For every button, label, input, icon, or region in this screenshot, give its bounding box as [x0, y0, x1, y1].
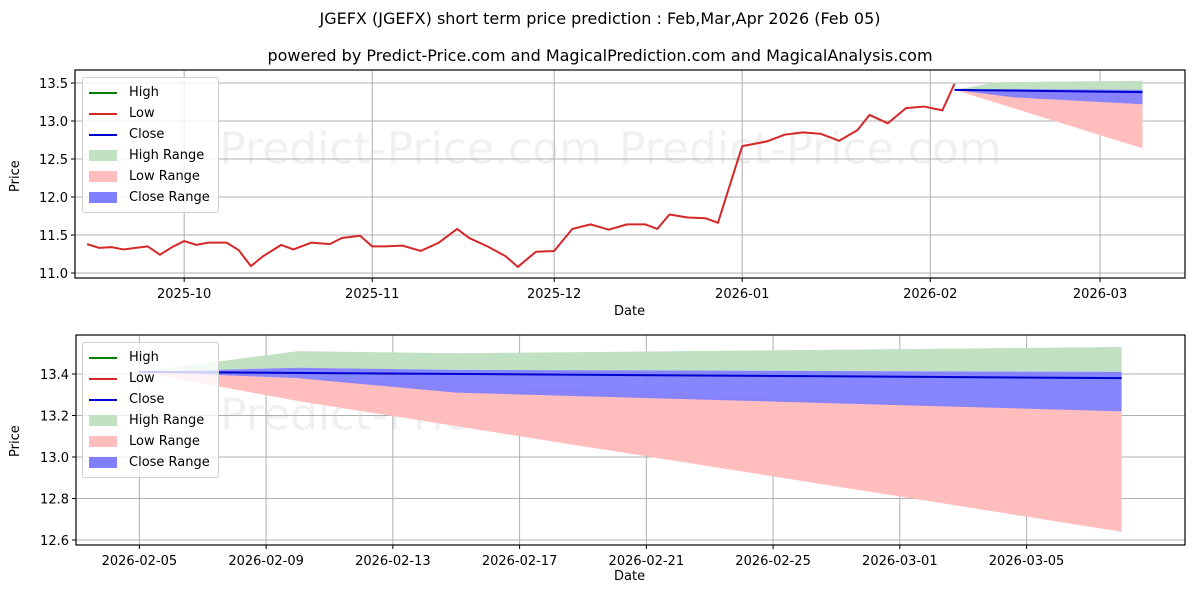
x-tick-label: 2026-02-17 — [482, 554, 558, 569]
x-tick-label: 2026-02 — [903, 287, 957, 302]
y-tick-label: 13.0 — [39, 115, 68, 130]
y-tick-label: 13.0 — [40, 451, 69, 466]
x-tick-label: 2025-11 — [345, 287, 399, 302]
legend-swatch — [89, 112, 117, 115]
legend-label: Low — [129, 371, 155, 386]
y-tick-label: 12.0 — [39, 191, 68, 206]
chart-subtitle: powered by Predict-Price.com and Magical… — [267, 46, 933, 65]
legend-item-low: Low — [89, 103, 210, 124]
legend-swatch — [89, 133, 117, 136]
legend-label: High — [129, 85, 159, 100]
legend-swatch — [89, 192, 117, 203]
close-range-band — [954, 89, 1143, 105]
legend-item-close: Close — [89, 389, 210, 410]
legend-label: Low — [129, 106, 155, 121]
legend-swatch — [89, 91, 117, 94]
y-tick-label: 13.5 — [39, 77, 68, 92]
legend-item-high-range: High Range — [89, 410, 210, 431]
x-tick-label: 2026-03-05 — [989, 554, 1065, 569]
x-tick-label: 2026-03 — [1073, 287, 1127, 302]
x-axis-label-bottom: Date — [614, 569, 646, 584]
legend-item-high-range: High Range — [89, 145, 210, 166]
close-price-line — [139, 370, 1122, 380]
legend-item-close-range: Close Range — [89, 452, 210, 473]
y-axis-label-bottom: Price — [8, 425, 23, 457]
legend-item-close-range: Close Range — [89, 187, 210, 208]
low-range-band — [139, 371, 1122, 532]
close-price-line — [954, 88, 1143, 94]
legend-swatch — [89, 398, 117, 401]
legend-label: Close Range — [129, 455, 210, 470]
high-range-band — [954, 80, 1143, 91]
y-tick-label: 11.5 — [39, 229, 68, 244]
y-tick-label: 13.4 — [40, 368, 69, 383]
axes-frame — [75, 334, 1186, 546]
chart-panel-bottom: Predict-Price.comPredict-Price.com12.612… — [40, 334, 1186, 569]
legend-item-low: Low — [89, 368, 210, 389]
legend-item-high: High — [89, 82, 210, 103]
high-range-band — [139, 347, 1122, 372]
y-tick-label: 12.6 — [40, 534, 69, 549]
watermark: Predict-Price.com — [219, 124, 602, 175]
x-tick-label: 2026-02-05 — [102, 554, 178, 569]
y-tick-label: 12.8 — [40, 493, 69, 508]
legend-swatch — [89, 415, 117, 426]
y-tick-label: 12.5 — [39, 153, 68, 168]
watermark: Predict-Price.com — [619, 124, 1002, 175]
close-range-band — [139, 367, 1122, 412]
chart-title: JGEFX (JGEFX) short term price predictio… — [319, 9, 881, 28]
x-axis-label-top: Date — [614, 304, 646, 319]
axes-frame — [74, 69, 1186, 279]
legend-swatch — [89, 377, 117, 380]
x-tick-label: 2025-12 — [527, 287, 581, 302]
legend-item-close: Close — [89, 124, 210, 145]
legend-label: Low Range — [129, 169, 200, 184]
legend-label: High Range — [129, 413, 205, 428]
legend-swatch — [89, 457, 117, 468]
legend-item-low-range: Low Range — [89, 166, 210, 187]
legend-label: Close — [129, 127, 165, 142]
legend-swatch — [89, 150, 117, 161]
legend-item-high: High — [89, 347, 210, 368]
chart-panel-top: Predict-Price.com Predict-Price.com 11.0 11… — [39, 69, 1186, 302]
low-price-line — [86, 83, 956, 268]
x-tick-label: 2026-02-09 — [228, 554, 304, 569]
legend-top: High Low Close High Range Low Range Clos… — [82, 77, 219, 213]
legend-bottom: High Low Close High Range Low Range Clos… — [82, 342, 219, 478]
legend-item-low-range: Low Range — [89, 431, 210, 452]
y-tick-label: 13.2 — [40, 410, 69, 425]
x-tick-label: 2025-10 — [157, 287, 211, 302]
low-range-band — [954, 89, 1143, 149]
legend-label: Low Range — [129, 434, 200, 449]
x-tick-label: 2026-01 — [715, 287, 769, 302]
x-tick-label: 2026-02-13 — [355, 554, 431, 569]
legend-label: High — [129, 350, 159, 365]
x-tick-label: 2026-02-21 — [609, 554, 685, 569]
legend-label: Close Range — [129, 190, 210, 205]
x-tick-label: 2026-02-25 — [735, 554, 811, 569]
legend-label: High Range — [129, 148, 205, 163]
y-axis-label-top: Price — [8, 160, 23, 192]
x-tick-label: 2026-03-01 — [862, 554, 938, 569]
y-tick-label: 11.0 — [39, 267, 68, 282]
legend-swatch — [89, 171, 117, 182]
legend-swatch — [89, 356, 117, 359]
legend-swatch — [89, 436, 117, 447]
legend-label: Close — [129, 392, 165, 407]
